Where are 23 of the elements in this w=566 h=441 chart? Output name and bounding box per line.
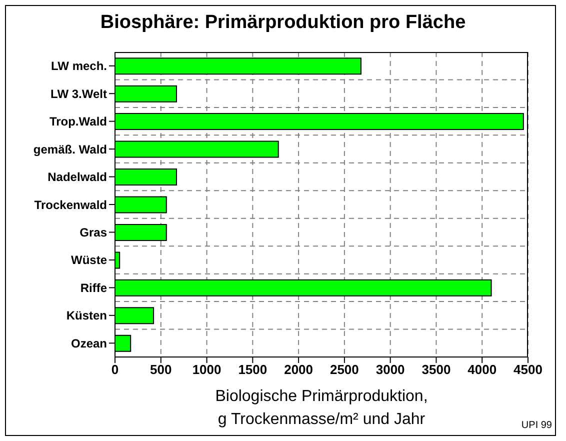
x-tick-label: 1500 (238, 362, 268, 378)
x-tick-label: 500 (150, 362, 172, 378)
y-tick-label: Trockenwald (34, 198, 107, 212)
text: UPI 99 (521, 420, 552, 431)
y-tick-label: Wüste (71, 253, 108, 268)
y-tick-label: Nadelwald (48, 170, 107, 184)
x-tick-label: 0 (111, 362, 119, 378)
x-tick-label: 1000 (192, 362, 222, 378)
chart-title: Biosphäre: Primärproduktion pro Fläche (99, 12, 467, 34)
x-tick-label: 2500 (330, 362, 359, 378)
y-tick-label: Trop.Wald (49, 114, 107, 129)
y-tick-label: gemäß. Wald (33, 142, 107, 156)
y-tick-label: Riffe (80, 280, 108, 295)
x-tick-label: 2000 (284, 362, 314, 378)
y-tick-label: LW mech. (50, 59, 107, 74)
x-tick-label: 3000 (376, 362, 405, 378)
y-tick-label: LW 3.Welt (50, 86, 107, 101)
y-tick-label: Ozean (70, 336, 107, 350)
y-tick-label: Gras (80, 225, 108, 240)
y-tick-label: Küsten (66, 308, 107, 323)
x-tick-label: 3500 (422, 362, 451, 378)
x-tick-label: 4000 (468, 362, 497, 378)
x-tick-label: 4500 (514, 362, 542, 378)
